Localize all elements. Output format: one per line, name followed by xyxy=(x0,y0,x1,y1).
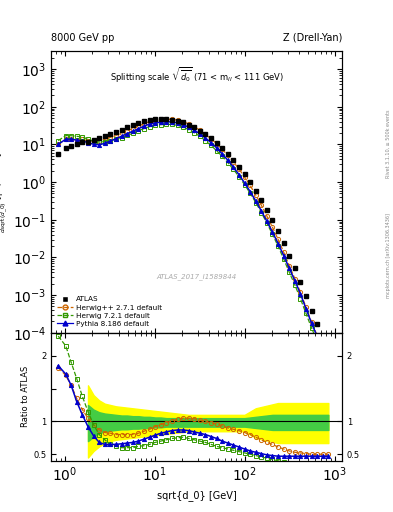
Y-axis label: Ratio to ATLAS: Ratio to ATLAS xyxy=(21,366,30,428)
Text: Z (Drell-Yan): Z (Drell-Yan) xyxy=(283,33,342,42)
Text: Splitting scale $\sqrt{\overline{d_0}}$ (71 < m$_{ll}$ < 111 GeV): Splitting scale $\sqrt{\overline{d_0}}$ … xyxy=(110,66,283,84)
Text: Rivet 3.1.10, ≥ 500k events: Rivet 3.1.10, ≥ 500k events xyxy=(386,109,391,178)
X-axis label: sqrt{d_0} [GeV]: sqrt{d_0} [GeV] xyxy=(157,490,236,501)
Text: 8000 GeV pp: 8000 GeV pp xyxy=(51,33,114,42)
Text: ATLAS_2017_I1589844: ATLAS_2017_I1589844 xyxy=(156,273,237,280)
Legend: ATLAS, Herwig++ 2.7.1 default, Herwig 7.2.1 default, Pythia 8.186 default: ATLAS, Herwig++ 2.7.1 default, Herwig 7.… xyxy=(55,294,164,329)
Y-axis label: $\frac{d\sigma}{d\mathrm{sqrt}(d\_0)}$ [pb,GeV$^{-1}$]: $\frac{d\sigma}{d\mathrm{sqrt}(d\_0)}$ [… xyxy=(0,152,10,232)
Text: mcplots.cern.ch [arXiv:1306.3436]: mcplots.cern.ch [arXiv:1306.3436] xyxy=(386,214,391,298)
